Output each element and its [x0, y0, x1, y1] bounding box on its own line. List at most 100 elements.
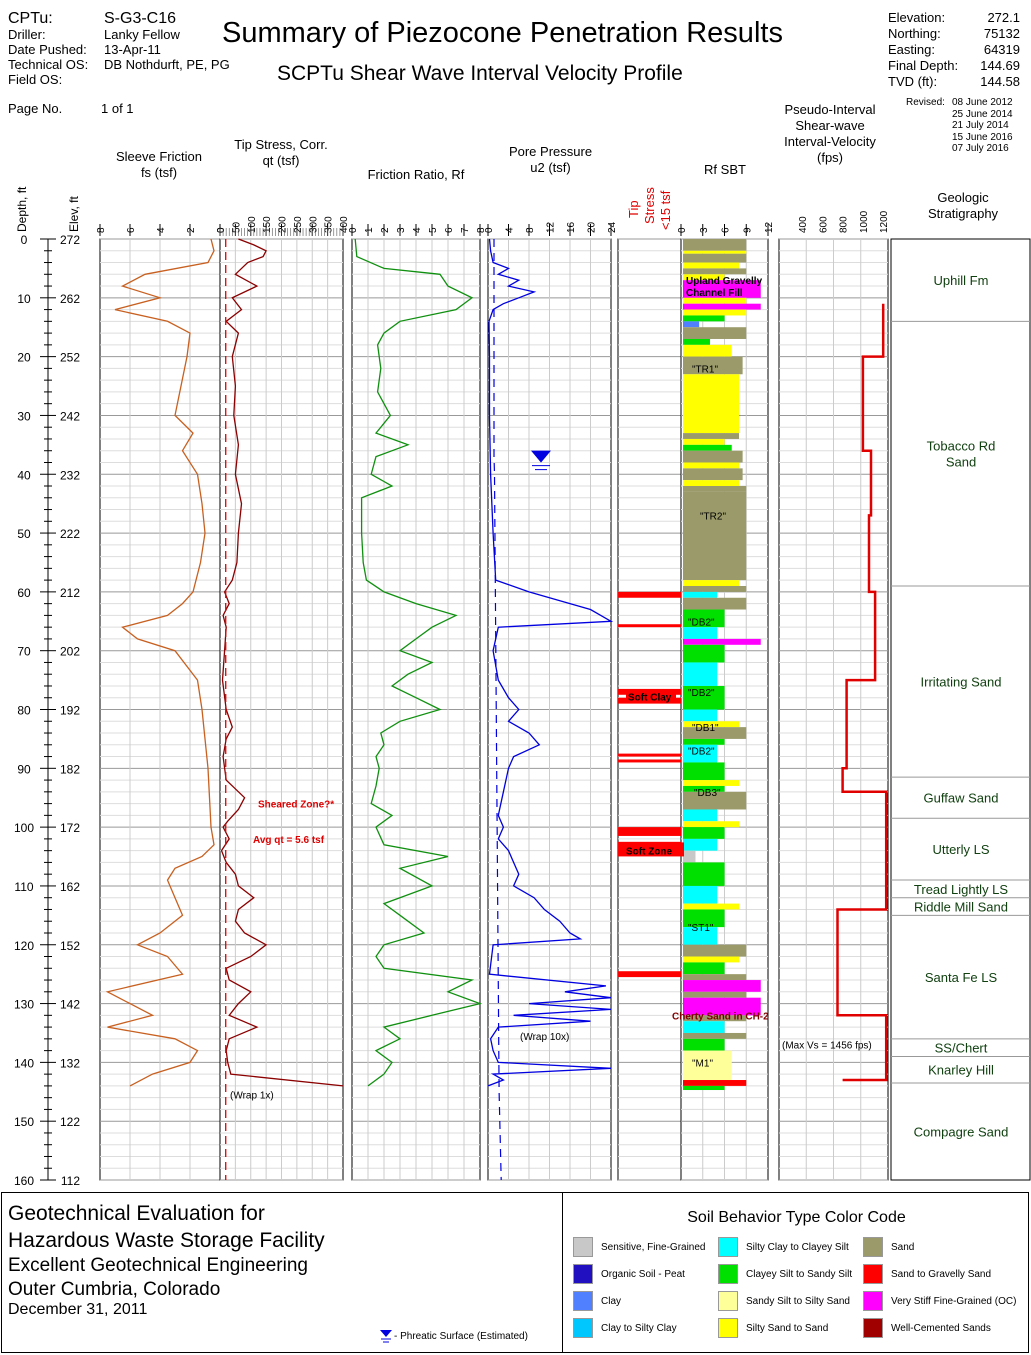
legend-label: Clay to Silty Clay	[601, 1322, 677, 1334]
tip-title-1: Tip	[626, 200, 641, 218]
vs-series-line	[836, 303, 888, 1082]
qt-tick-label: 250	[293, 216, 304, 233]
sbt-layer-bar	[683, 468, 743, 481]
legend-item: Clay to Silty Clay	[573, 1318, 677, 1338]
u2-tick-label: 0	[484, 227, 495, 233]
northing-value: 75132	[983, 26, 1020, 41]
legend-item: Very Stiff Fine-Grained (OC)	[863, 1291, 1016, 1311]
legend-swatch	[718, 1318, 738, 1338]
qt-tick-label: 350	[324, 216, 335, 233]
fs-title-line2: fs (tsf)	[140, 165, 178, 180]
rf-tick-label: 8	[476, 227, 487, 233]
sbt-title: Rf SBT	[704, 162, 746, 177]
elev-tick-label: 132	[60, 1056, 80, 1070]
rf-tick-label: 6	[444, 227, 455, 233]
legend-label: Clayey Silt to Sandy Silt	[746, 1268, 853, 1280]
sbt-layer-bar	[683, 885, 718, 904]
legend-swatch	[718, 1237, 738, 1257]
sbt-layer-bar	[683, 962, 725, 975]
sbt-layer-bar	[683, 762, 725, 781]
qt-tick-label: 400	[339, 216, 350, 233]
sbt-layer-bar	[683, 1021, 725, 1033]
tip-title-2: Stress	[642, 187, 657, 224]
vs-title-line1: Pseudo-Interval	[784, 102, 876, 117]
qt-tick-label: 100	[247, 216, 258, 233]
annotation-label: "TR2"	[700, 511, 726, 522]
revised-date: 08 June 2012	[952, 97, 1013, 108]
annotation-label: Avg qt = 5.6 tsf	[253, 835, 325, 846]
sbt-layer-bar	[683, 438, 725, 445]
legend-item: Organic Soil - Peat	[573, 1264, 685, 1284]
elev-tick-label: 152	[60, 939, 80, 953]
sbt-layer-bar	[683, 944, 747, 957]
sbt-layer-bar	[683, 280, 761, 298]
legend-label: Very Stiff Fine-Grained (OC)	[891, 1295, 1017, 1307]
depth-tick-label: 70	[17, 645, 31, 659]
sbt-layer-bar	[683, 727, 747, 739]
geo-layer-label: Irritating Sand	[921, 675, 1002, 690]
u2-title: Pore Pressure u2 (tsf)	[488, 144, 613, 176]
sbt-layer-bar	[683, 250, 747, 254]
vs-title-line4: (fps)	[817, 150, 843, 165]
u2-tick-label: 4	[505, 227, 516, 233]
legend-label: Sand	[891, 1241, 915, 1253]
sbt-layer-bar	[683, 791, 747, 810]
annotation-label: Cherty Sand in CH-2	[672, 1011, 769, 1022]
header-left-values: S-G3-C16 Lanky Fellow 13-Apr-11 DB Nothd…	[104, 10, 230, 87]
revised-dates: 08 June 2012 25 June 2014 21 July 2014 1…	[952, 97, 1013, 155]
fs-tick-label: 2	[186, 227, 197, 233]
legend-label: Sand to Gravelly Sand	[891, 1268, 992, 1280]
header-right-labels: Elevation: Northing: Easting: Final Dept…	[888, 10, 958, 90]
qt-tick-label: 200	[278, 216, 289, 233]
vs-title-line3: Interval-Velocity	[784, 134, 876, 149]
sbt-layer-bar	[683, 785, 725, 792]
annotation-label: (Wrap 1x)	[230, 1091, 274, 1102]
elev-tick-label: 142	[60, 998, 80, 1012]
fs-tick-label: 6	[126, 227, 137, 233]
depth-tick-label: 50	[17, 527, 31, 541]
fs-title: Sleeve Friction fs (tsf)	[100, 149, 218, 181]
sbt-layer-bar	[683, 1080, 747, 1086]
legend-label: Silty Sand to Sand	[746, 1322, 829, 1334]
fs-tick-label: 0	[216, 227, 227, 233]
sbt-layer-bar	[683, 315, 725, 322]
sbt-layer-bar	[683, 309, 747, 316]
soft-zone-box	[618, 842, 684, 857]
rf-tick-label: 1	[364, 227, 375, 233]
sbt-layer-bar	[683, 433, 739, 439]
rf-tick-label: 7	[460, 227, 471, 233]
qt-tick-label: 0	[216, 227, 227, 233]
depth-tick-label: 110	[14, 880, 33, 894]
vs-title-line2: Shear-wave	[795, 118, 865, 133]
field-label: Field OS:	[8, 72, 63, 87]
depth-tick-label: 30	[17, 409, 31, 423]
sbt-layer-bar	[683, 909, 725, 928]
elev-tick-label: 242	[60, 409, 80, 423]
qt-title-line2: qt (tsf)	[262, 153, 300, 168]
date-value: 13-Apr-11	[104, 42, 161, 57]
phreatic-legend: - Phreatic Surface (Estimated)	[378, 1329, 528, 1343]
sbt-layer-bar	[683, 827, 725, 839]
elev-tick-label: 182	[60, 762, 80, 776]
cpt-log-chart: Depth, ft Elev, ft Tip Stress <15 tsf 0 2…	[14, 186, 1031, 1188]
legend-title: Soil Behavior Type Color Code	[687, 1209, 906, 1226]
revised-date: 07 July 2016	[952, 143, 1009, 154]
elev-tick-label: 232	[60, 468, 80, 482]
final-depth-value: 144.69	[980, 58, 1020, 73]
geo-layer-label: Compagre Sand	[914, 1124, 1009, 1139]
vs-tick-label: 600	[818, 216, 829, 233]
depth-axis-title: Depth, ft	[15, 186, 29, 232]
legend-label: Clay	[601, 1295, 622, 1307]
final-depth-label: Final Depth:	[888, 58, 959, 73]
rf-tick-label: 2	[380, 227, 391, 233]
footer-line2: Hazardous Waste Storage Facility	[8, 1229, 325, 1252]
vs-title: Pseudo-Interval Shear-wave Interval-Velo…	[770, 102, 890, 166]
tip-title-3: <15 tsf	[658, 190, 673, 230]
revised-label: Revised:	[906, 97, 945, 108]
annotation-label: "M1"	[692, 1058, 713, 1069]
legend-label: Organic Soil - Peat	[601, 1268, 685, 1280]
rf-title: Friction Ratio, Rf	[367, 167, 465, 182]
annotation-label: Soft Zone	[626, 847, 673, 858]
sbt-layer-bar	[683, 297, 747, 304]
annotation-label: "TR1"	[692, 364, 718, 375]
